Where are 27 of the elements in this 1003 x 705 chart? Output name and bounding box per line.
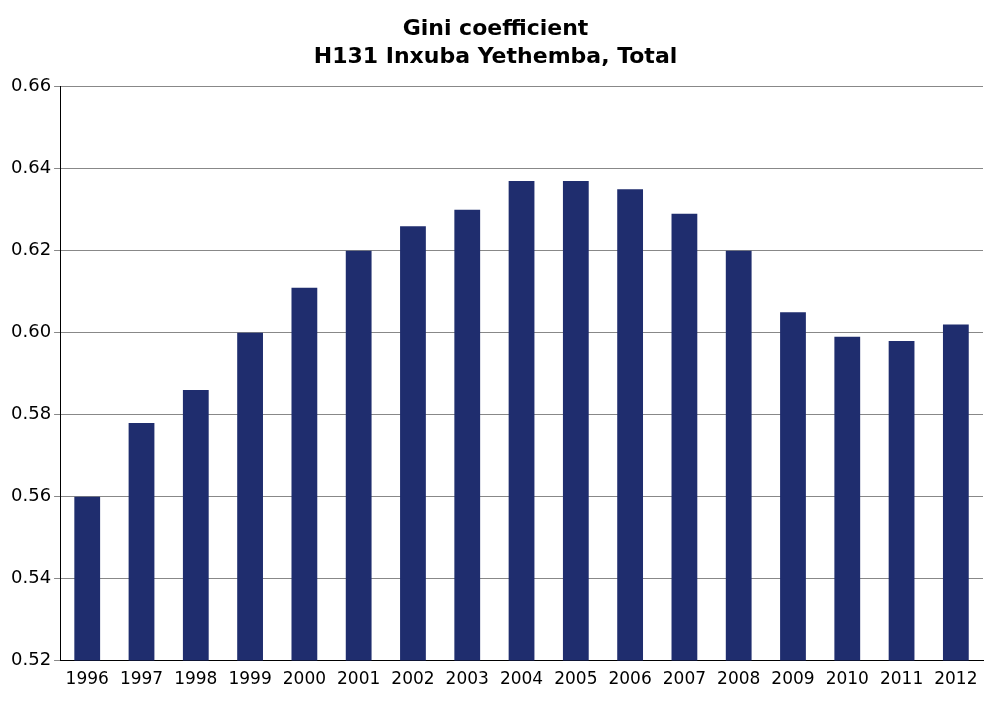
x-tick-label: 2006: [608, 668, 652, 689]
x-tick-label: 2009: [771, 668, 815, 689]
x-tick-label: 1999: [228, 668, 272, 689]
y-tick-label: 0.58: [11, 402, 52, 424]
chart-subtitle: H131 Inxuba Yethemba, Total: [313, 43, 678, 69]
x-tick-label: 2000: [282, 668, 327, 689]
x-tick-label: 1997: [119, 668, 164, 689]
x-tick-label: 2012: [934, 668, 978, 689]
x-tick-label: 2008: [717, 668, 761, 689]
x-tick-label: 1998: [174, 668, 218, 689]
y-tick-label: 0.54: [11, 566, 52, 588]
x-tick-label: 2005: [554, 668, 598, 689]
x-tick-label: 1996: [65, 668, 109, 689]
x-tick-label: 2004: [499, 668, 544, 689]
y-tick-label: 0.60: [11, 320, 52, 342]
y-tick-label: 0.66: [11, 74, 52, 96]
x-tick-label: 2001: [337, 668, 381, 689]
y-tick-label: 0.64: [11, 156, 52, 178]
x-tick-label: 2010: [825, 668, 869, 689]
chart-title: Gini coefficient: [402, 14, 589, 40]
x-tick-label: 2002: [391, 668, 435, 689]
x-tick-label: 2007: [662, 668, 707, 689]
y-tick-label: 0.52: [11, 648, 52, 670]
x-tick-label: 2011: [879, 668, 924, 689]
x-tick-label: 2003: [445, 668, 489, 689]
y-tick-label: 0.62: [11, 238, 52, 260]
y-tick-label: 0.56: [11, 484, 52, 506]
